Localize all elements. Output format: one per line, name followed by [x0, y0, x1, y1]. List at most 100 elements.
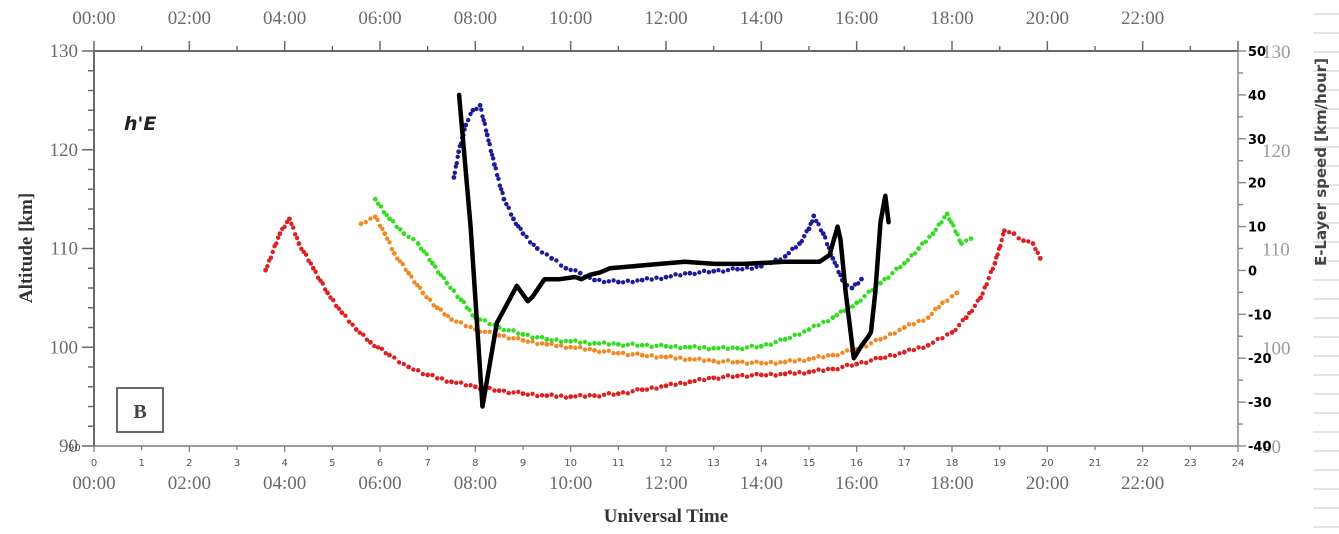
- panel-label: B: [133, 401, 146, 423]
- data-point: [716, 268, 721, 273]
- data-point: [454, 319, 459, 324]
- data-point: [644, 276, 650, 281]
- data-point: [427, 297, 433, 302]
- right-ghost-labels: 130 120 110 100 90: [1262, 42, 1291, 458]
- data-point: [740, 372, 745, 378]
- top-time-tick-label: 20:00: [1026, 8, 1069, 29]
- data-point: [592, 393, 597, 399]
- data-point: [883, 355, 888, 360]
- data-point: [501, 196, 507, 202]
- data-point: [749, 360, 754, 365]
- data-point: [901, 349, 907, 355]
- data-point: [487, 329, 492, 335]
- hour-tick-label: 9: [520, 458, 526, 469]
- data-point: [506, 390, 511, 396]
- data-point: [955, 232, 960, 237]
- data-point: [315, 275, 321, 280]
- right-tick-label: -10: [1248, 308, 1272, 323]
- data-point: [409, 274, 414, 279]
- data-point: [482, 318, 488, 323]
- data-point: [578, 392, 583, 398]
- data-point: [821, 355, 826, 360]
- data-point: [620, 350, 626, 356]
- data-point: [411, 236, 416, 242]
- data-point: [864, 360, 869, 366]
- data-point: [897, 327, 902, 333]
- y2-axis-title: E-Layer speed [km/hour]: [1312, 58, 1330, 266]
- data-point: [1030, 241, 1036, 246]
- data-point: [625, 352, 631, 358]
- data-point: [721, 359, 726, 364]
- data-point: [844, 362, 850, 368]
- data-point: [649, 344, 654, 350]
- data-point: [597, 341, 602, 346]
- data-point: [758, 343, 764, 349]
- data-point: [501, 333, 507, 338]
- data-point: [511, 336, 516, 341]
- data-point: [768, 342, 774, 347]
- data-point: [821, 368, 826, 373]
- data-point: [493, 166, 498, 171]
- data-point: [525, 392, 530, 397]
- data-point: [644, 387, 650, 392]
- data-point: [644, 342, 650, 348]
- data-point: [782, 371, 788, 377]
- data-point: [678, 345, 683, 351]
- top-ticks: [93, 41, 1239, 51]
- data-point: [520, 231, 526, 237]
- data-point: [878, 280, 883, 286]
- data-point: [270, 249, 275, 255]
- data-point: [711, 375, 717, 381]
- data-point: [744, 361, 750, 366]
- data-point: [449, 317, 454, 322]
- data-point: [792, 371, 797, 376]
- hour-tick-label: 16: [850, 458, 863, 469]
- data-point: [692, 357, 697, 362]
- data-point: [990, 266, 996, 272]
- data-point: [587, 393, 592, 398]
- data-point: [339, 310, 345, 316]
- data-point: [925, 342, 931, 348]
- data-point: [527, 240, 533, 245]
- data-point: [568, 338, 574, 344]
- data-point: [744, 374, 750, 379]
- data-point: [749, 373, 754, 378]
- data-point: [358, 221, 364, 227]
- data-point: [916, 318, 921, 324]
- data-point: [782, 254, 788, 259]
- data-point: [606, 391, 611, 396]
- data-point: [639, 277, 645, 283]
- panel-label-box: B: [116, 387, 164, 433]
- data-point: [793, 245, 799, 250]
- data-point: [313, 269, 318, 274]
- data-point: [477, 102, 483, 108]
- data-point: [840, 350, 845, 355]
- data-point: [331, 298, 336, 303]
- data-point: [606, 279, 611, 284]
- data-point: [1035, 250, 1041, 256]
- hour-tick-label: 15: [803, 458, 816, 469]
- data-point: [725, 373, 731, 378]
- data-point: [282, 224, 287, 230]
- data-point: [425, 372, 431, 378]
- data-point: [802, 371, 807, 376]
- data-point: [649, 353, 654, 358]
- data-point: [763, 373, 769, 378]
- data-point: [630, 389, 635, 394]
- data-point: [539, 393, 545, 398]
- series-green: [372, 196, 974, 352]
- data-point: [268, 255, 274, 260]
- data-point: [954, 290, 960, 296]
- data-point: [816, 222, 821, 227]
- hour-tick-label: 22: [1136, 458, 1149, 469]
- bottom-time-tick-label: 12:00: [644, 473, 687, 494]
- data-point: [787, 358, 793, 363]
- data-point: [654, 275, 659, 280]
- data-point: [856, 281, 861, 286]
- data-point: [463, 383, 468, 388]
- data-point: [797, 369, 802, 375]
- data-point: [499, 187, 504, 192]
- hour-tick-label: 21: [1089, 458, 1102, 469]
- left-tick-label: 120: [50, 140, 79, 161]
- data-point: [813, 218, 819, 224]
